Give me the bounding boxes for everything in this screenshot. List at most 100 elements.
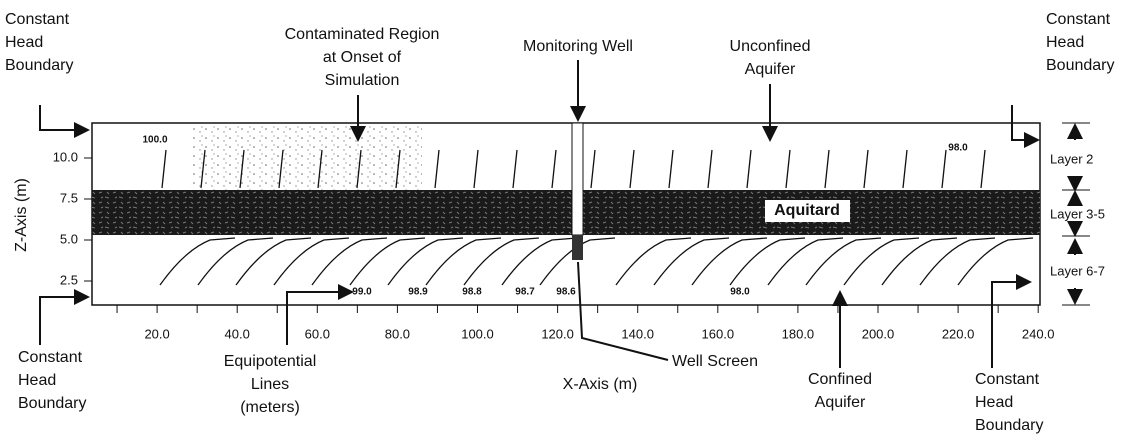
labels: Constant Head Boundary Contaminated Region a… bbox=[5, 11, 1115, 434]
equipotential-line bbox=[691, 237, 768, 286]
contour-label: 98.6 bbox=[556, 287, 576, 298]
x-tick-label: 220.0 bbox=[942, 326, 975, 341]
x-tick-label: 60.0 bbox=[305, 326, 330, 341]
equipotential-line bbox=[239, 149, 245, 189]
equipotential-line bbox=[729, 237, 806, 286]
well-label: Monitoring Well bbox=[523, 38, 633, 55]
equipotential-line bbox=[668, 149, 674, 189]
contour-label: 98.0 bbox=[948, 143, 968, 154]
x-tick-label: 80.0 bbox=[385, 326, 410, 341]
aquitard-label: Aquitard bbox=[774, 202, 840, 219]
contour-label: 98.0 bbox=[730, 287, 750, 298]
aquitard-box bbox=[765, 200, 850, 222]
equipotential-line bbox=[957, 237, 1034, 286]
equipotential-line bbox=[197, 237, 274, 286]
equipotential-label: Equipotential bbox=[224, 353, 317, 370]
equipotential-label: (meters) bbox=[240, 399, 300, 416]
axes bbox=[84, 157, 1039, 313]
equipotential-line bbox=[863, 149, 869, 189]
contour-label: 99.0 bbox=[352, 287, 372, 298]
contour-label: 98.8 bbox=[462, 287, 482, 298]
boundary-label: Constant bbox=[5, 11, 70, 28]
equipotential-line bbox=[235, 237, 312, 286]
contaminated-region bbox=[192, 124, 422, 190]
region-label: Simulation bbox=[325, 72, 400, 89]
aquifer-label: Aquifer bbox=[745, 61, 796, 78]
aquifer-label: Unconfined bbox=[730, 38, 811, 55]
x-tick-label: 100.0 bbox=[461, 326, 494, 341]
equipotential-line bbox=[785, 149, 791, 189]
equipotential-line bbox=[463, 237, 540, 286]
equipotential-line bbox=[590, 149, 596, 189]
z-tick-label: 7.5 bbox=[60, 190, 78, 205]
equipotential-line bbox=[317, 149, 323, 189]
boundary-label: Boundary bbox=[975, 417, 1044, 434]
equipotential-line bbox=[707, 149, 713, 189]
layer-label: Layer 6-7 bbox=[1050, 263, 1105, 278]
monitoring-well bbox=[571, 122, 584, 236]
equipotential-line bbox=[551, 149, 557, 189]
region-label: at Onset of bbox=[323, 49, 402, 66]
equipotential-line bbox=[824, 149, 830, 189]
boundary-label: Boundary bbox=[1046, 57, 1115, 74]
equipotential-line bbox=[200, 149, 206, 189]
arrows bbox=[39, 60, 1090, 368]
equipotential-line bbox=[980, 149, 986, 189]
x-tick-label: 120.0 bbox=[541, 326, 574, 341]
x-tick-label: 180.0 bbox=[782, 326, 815, 341]
x-tick-label: 140.0 bbox=[621, 326, 654, 341]
layer-label: Layer 3-5 bbox=[1050, 206, 1105, 221]
equipotential-line bbox=[387, 237, 464, 286]
equipotential-line bbox=[902, 149, 908, 189]
boundary-label: Head bbox=[975, 394, 1013, 411]
aquitard-layer bbox=[92, 190, 1040, 235]
boundary-label: Constant bbox=[18, 349, 83, 366]
equipotential-line bbox=[273, 237, 350, 286]
x-tick-label: 40.0 bbox=[225, 326, 250, 341]
x-tick-label: 160.0 bbox=[702, 326, 735, 341]
boundary-label: Constant bbox=[1046, 11, 1111, 28]
boundary-label: Head bbox=[18, 372, 56, 389]
equipotential-line bbox=[356, 149, 362, 189]
aquifer-label: Confined bbox=[808, 371, 872, 388]
equipotential-line bbox=[805, 237, 882, 286]
equipotential-line bbox=[473, 149, 479, 189]
aquifer-label: Aquifer bbox=[815, 394, 866, 411]
x-axis-label: X-Axis (m) bbox=[563, 376, 638, 393]
equipotential-line bbox=[349, 237, 426, 286]
z-tick-label: 2.5 bbox=[60, 272, 78, 287]
x-tick-label: 240.0 bbox=[1022, 326, 1055, 341]
equipotential-line bbox=[434, 149, 440, 189]
equipotential-line bbox=[615, 237, 692, 286]
equipotential-line bbox=[501, 237, 578, 286]
equipotential-line bbox=[512, 149, 518, 189]
boundary-label: Head bbox=[1046, 34, 1084, 51]
x-tick-label: 200.0 bbox=[862, 326, 895, 341]
cross-section bbox=[91, 122, 1041, 306]
z-axis-label: Z-Axis (m) bbox=[13, 178, 30, 252]
z-tick-label: 10.0 bbox=[53, 149, 78, 164]
x-tick-label: 20.0 bbox=[144, 326, 169, 341]
equipotential-line bbox=[629, 149, 635, 189]
boundary-label: Constant bbox=[975, 371, 1040, 388]
equipotential-lines bbox=[159, 149, 1034, 286]
equipotential-line bbox=[425, 237, 502, 286]
well-screen bbox=[572, 235, 583, 260]
boundary-label: Boundary bbox=[5, 57, 74, 74]
equipotential-line bbox=[311, 237, 388, 286]
boundary-label: Head bbox=[5, 34, 43, 51]
equipotential-line bbox=[653, 237, 730, 286]
equipotential-line bbox=[395, 149, 401, 189]
equipotential-line bbox=[843, 237, 920, 286]
z-tick-label: 5.0 bbox=[60, 231, 78, 246]
layer-label: Layer 2 bbox=[1050, 151, 1093, 166]
equipotential-line bbox=[159, 237, 236, 286]
equipotential-line bbox=[881, 237, 958, 286]
contour-label: 100.0 bbox=[142, 135, 167, 146]
equipotential-line bbox=[746, 149, 752, 189]
equipotential-line bbox=[919, 237, 996, 286]
region-label: Contaminated Region bbox=[285, 26, 440, 43]
equipotential-line bbox=[278, 149, 284, 189]
equipotential-line bbox=[539, 237, 616, 286]
